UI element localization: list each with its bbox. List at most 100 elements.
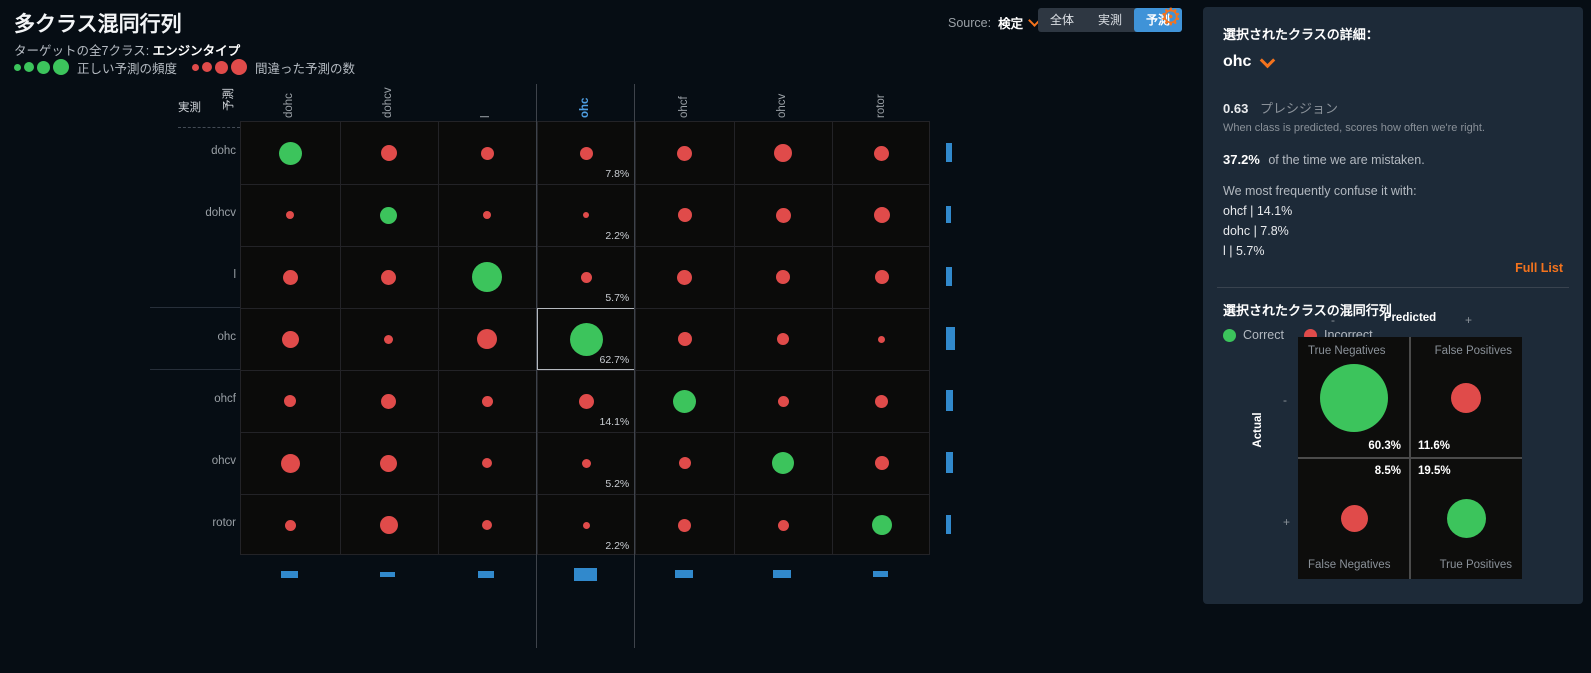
matrix-cell-l-l[interactable] [438,246,537,308]
full-list-link[interactable]: Full List [1515,261,1563,275]
matrix-cell-ohcf-ohcf[interactable] [635,370,734,432]
cell-percent: 14.1% [599,416,630,428]
matrix-cell-ohcf-l[interactable] [438,370,537,432]
row-label-l[interactable]: l [233,269,236,281]
false-negatives-cell: 8.5% False Negatives [1298,458,1410,579]
incorrect-size-dot [202,62,213,72]
settings-gear-icon[interactable]: ⚙ [1160,4,1182,31]
cell-percent: 2.2% [605,540,630,552]
view-toggle-0[interactable]: 全体 [1050,13,1075,27]
col-total-bar [573,567,597,581]
matrix-cell-rotor-dohcv[interactable] [340,494,439,556]
correct-size-dot [24,62,34,72]
true-negatives-bubble [1320,363,1388,432]
col-header-l[interactable]: l [480,115,493,118]
matrix-cell-ohcf-ohcv[interactable] [734,370,833,432]
matrix-cell-ohcf-ohc[interactable] [537,370,636,432]
matrix-cell-dohcv-dohc[interactable] [241,184,340,246]
matrix-cell-dohc-ohcf[interactable] [635,122,734,184]
matrix-cell-rotor-ohcv[interactable] [734,494,833,556]
class-dropdown[interactable]: ohc [1223,52,1563,71]
matrix-cell-dohcv-ohcf[interactable] [635,184,734,246]
cell-percent: 7.8% [605,168,630,180]
matrix-cell-ohc-l[interactable] [438,308,537,370]
col-header-rotor[interactable]: rotor [874,94,887,118]
row-label-dohcv[interactable]: dohcv [205,207,236,219]
matrix-cell-ohc-ohcv[interactable] [734,308,833,370]
matrix-cell-rotor-ohc[interactable] [537,494,636,556]
matrix-cell-dohcv-ohc[interactable] [537,184,636,246]
matrix-cell-l-dohc[interactable] [241,246,340,308]
precision-value: 0.63 [1223,101,1249,116]
corner-divider [178,127,240,128]
row-label-dohc[interactable]: dohc [211,145,236,157]
matrix-cell-l-ohcv[interactable] [734,246,833,308]
col-header-ohc[interactable]: ohc [579,97,591,118]
subtitle-prefix: ターゲットの全7クラス: [14,44,153,58]
col-header-ohcf[interactable]: ohcf [677,96,690,118]
row-label-ohc[interactable]: ohc [217,331,236,343]
selected-cell-outline [536,308,636,370]
matrix-cell-dohcv-dohcv[interactable] [340,184,439,246]
matrix-cell-rotor-l[interactable] [438,494,537,556]
matrix-cell-ohcv-dohc[interactable] [241,432,340,494]
matrix-cell-ohcv-ohc[interactable] [537,432,636,494]
incorrect-bubble [482,520,493,530]
matrix-cell-ohcf-dohcv[interactable] [340,370,439,432]
row-total-bar [946,142,952,162]
precision-description: When class is predicted, scores how ofte… [1223,122,1485,134]
row-label-ohcf[interactable]: ohcf [214,393,236,405]
predicted-plus-sign: + [1465,313,1473,327]
matrix-cell-dohc-dohc[interactable] [241,122,340,184]
matrix-cell-ohcv-ohcf[interactable] [635,432,734,494]
row-label-ohcv[interactable]: ohcv [211,455,236,467]
predicted-axis-label: 予測 [223,88,235,111]
view-toggle-2[interactable]: 予測 [1134,8,1183,32]
incorrect-bubble [777,519,789,531]
source-dropdown[interactable]: Source: 検定 [948,13,1041,32]
matrix-cell-dohc-rotor[interactable] [832,122,931,184]
source-value: 検定 [998,17,1024,31]
matrix-cell-l-ohc[interactable] [537,246,636,308]
matrix-cell-dohcv-rotor[interactable] [832,184,931,246]
details-panel-title: 選択されたクラスの詳細： [1223,27,1379,42]
correct-bubble [673,389,697,413]
cell-percent: 5.7% [605,292,630,304]
incorrect-bubble [678,518,692,532]
matrix-cell-dohc-ohc[interactable] [537,122,636,184]
matrix-cell-l-ohcf[interactable] [635,246,734,308]
col-header-dohcv[interactable]: dohcv [381,87,394,118]
matrix-cell-rotor-dohc[interactable] [241,494,340,556]
matrix-cell-ohcv-ohcv[interactable] [734,432,833,494]
matrix-cell-dohc-ohcv[interactable] [734,122,833,184]
col-header-ohcv[interactable]: ohcv [776,93,789,118]
row-total-bar [946,205,951,223]
row-label-rotor[interactable]: rotor [212,517,236,529]
matrix-cell-ohcv-rotor[interactable] [832,432,931,494]
col-header-dohc[interactable]: dohc [283,93,296,118]
correct-bubble [278,141,302,165]
matrix-cell-dohc-dohcv[interactable] [340,122,439,184]
matrix-cell-ohcf-dohc[interactable] [241,370,340,432]
matrix-cell-dohc-l[interactable] [438,122,537,184]
matrix-cell-l-dohcv[interactable] [340,246,439,308]
incorrect-size-dot [231,59,248,75]
matrix-cell-dohcv-ohcv[interactable] [734,184,833,246]
matrix-cell-l-rotor[interactable] [832,246,931,308]
matrix-cell-ohc-ohcf[interactable] [635,308,734,370]
matrix-cell-dohcv-l[interactable] [438,184,537,246]
matrix-cell-ohcf-rotor[interactable] [832,370,931,432]
col-total-bar [773,570,792,578]
matrix-cell-ohcv-l[interactable] [438,432,537,494]
matrix-cell-ohc-dohcv[interactable] [340,308,439,370]
matrix-cell-rotor-rotor[interactable] [832,494,931,556]
matrix-cell-rotor-ohcf[interactable] [635,494,734,556]
matrix-cell-ohc-rotor[interactable] [832,308,931,370]
incorrect-bubble [874,270,889,284]
matrix-cell-ohc-dohc[interactable] [241,308,340,370]
panel-divider [1217,287,1569,288]
view-toggle-1[interactable]: 実測 [1098,13,1123,27]
cell-percent: 2.2% [605,230,630,242]
matrix-cell-ohcv-dohcv[interactable] [340,432,439,494]
incorrect-bubble [874,145,890,161]
